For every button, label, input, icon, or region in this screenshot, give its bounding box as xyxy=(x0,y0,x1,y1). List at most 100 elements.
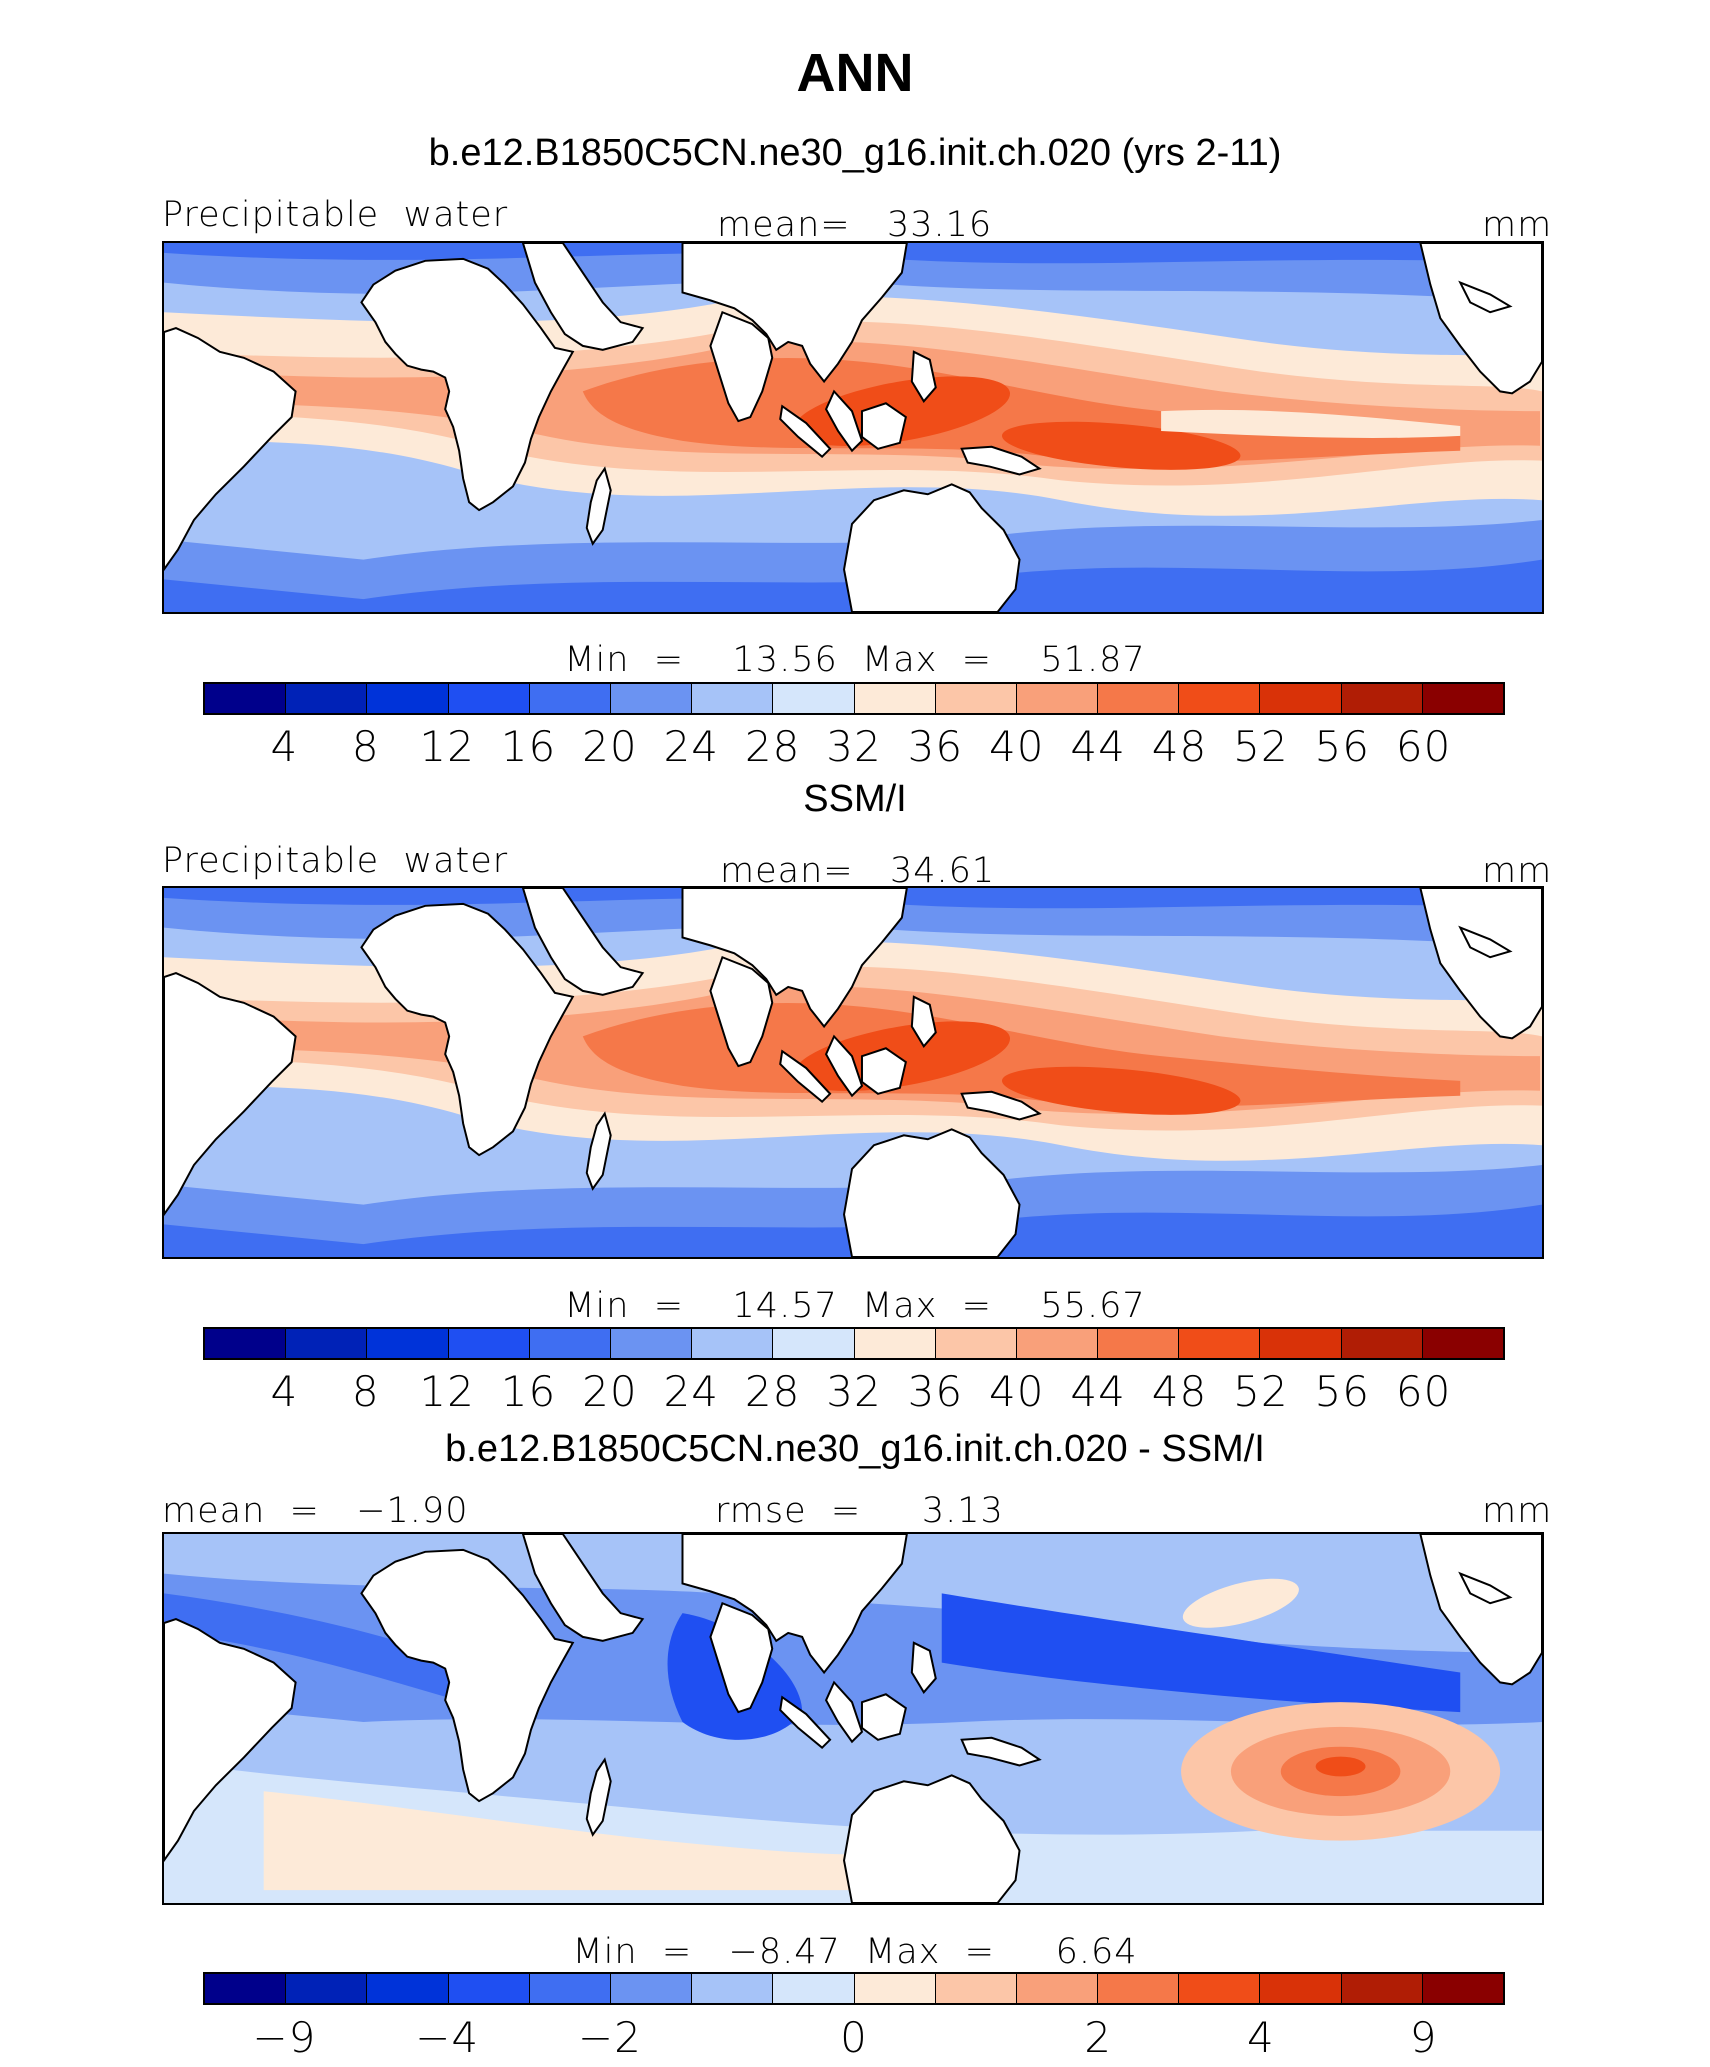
land-caribbean xyxy=(1458,1571,1513,1605)
land-australia xyxy=(843,1774,1021,1903)
land-arabia xyxy=(521,243,645,351)
land-samerica xyxy=(164,327,297,572)
colorbar-tick-label: 56 xyxy=(1314,722,1370,771)
map-svg xyxy=(164,888,1542,1257)
panel-2-mean-label: mean= 34.61 xyxy=(720,851,996,891)
colorbar-tick-label: 44 xyxy=(1070,1367,1126,1416)
field-warmpool-52b xyxy=(1002,421,1241,470)
colorbar-swatch xyxy=(692,1974,774,2003)
panel-2-minmax: Min = 14.57 Max = 55.67 xyxy=(564,1286,1146,1326)
field-neg-atlantic xyxy=(164,1593,523,1703)
colorbar-tick-label: 16 xyxy=(500,1367,557,1416)
colorbar-tick-label: 16 xyxy=(500,722,557,771)
figure-title: ANN xyxy=(796,43,914,103)
land-namerica xyxy=(1419,243,1542,395)
panel-3-rmse-label: rmse = 3.13 xyxy=(715,1491,1004,1531)
colorbar-swatch xyxy=(854,1329,936,1358)
colorbar-swatch xyxy=(692,684,774,713)
land-asia xyxy=(681,243,908,384)
colorbar-tick-label: 12 xyxy=(419,722,475,771)
colorbar-tick-label: 12 xyxy=(419,1367,475,1416)
colorbar-tick-label: 4 xyxy=(270,1367,299,1416)
panel-2-map xyxy=(162,886,1544,1259)
colorbar-swatch xyxy=(529,1974,611,2003)
colorbar-tick-label: 40 xyxy=(989,722,1045,771)
land-arabia xyxy=(521,1534,645,1642)
colorbar-tick-label: 24 xyxy=(663,722,719,771)
panel-3-mean-label: mean = −1.90 xyxy=(162,1491,469,1531)
land-arabia xyxy=(521,888,645,996)
colorbar-swatch xyxy=(205,1974,287,2003)
land-philippines xyxy=(910,350,937,403)
land-india xyxy=(709,1601,774,1714)
colorbar-swatch xyxy=(1098,684,1180,713)
colorbar-tick-label: 32 xyxy=(826,1367,882,1416)
land-seasia xyxy=(824,389,864,453)
colorbar-swatch xyxy=(1422,1974,1503,2003)
colorbar-tick-label: 48 xyxy=(1151,1367,1208,1416)
colorbar-swatch xyxy=(935,684,1017,713)
colorbar-swatch xyxy=(448,1329,530,1358)
map-svg xyxy=(164,243,1542,612)
land-newguinea xyxy=(960,445,1042,476)
panel-1-variable-label: Precipitable water xyxy=(162,195,509,235)
land-africa xyxy=(360,902,575,1157)
colorbar-tick-label: 4 xyxy=(1247,2013,1275,2062)
panel-2-title: SSM/I xyxy=(803,778,907,820)
colorbar-swatch xyxy=(1179,1974,1261,2003)
colorbar-swatch xyxy=(773,1329,855,1358)
colorbar-tick-label: 2 xyxy=(1084,2013,1112,2062)
land-sumatra xyxy=(779,1695,832,1750)
colorbar-swatch xyxy=(367,1974,449,2003)
land-caribbean xyxy=(1458,280,1513,314)
land-australia xyxy=(843,483,1021,612)
land-caribbean xyxy=(1458,925,1513,959)
colorbar-swatch xyxy=(1016,1329,1099,1358)
colorbar-swatch xyxy=(1260,1329,1342,1358)
panel-1-map xyxy=(162,241,1544,614)
field-south-pos xyxy=(263,1791,962,1891)
field-neg-pacific xyxy=(941,1593,1461,1713)
panel-1-title: b.e12.B1850C5CN.ne30_g16.init.ch.020 (yr… xyxy=(428,132,1282,174)
colorbar-swatch xyxy=(448,1974,530,2003)
colorbar-swatch xyxy=(1179,1329,1261,1358)
panel-3-title: b.e12.B1850C5CN.ne30_g16.init.ch.020 - S… xyxy=(445,1428,1265,1470)
colorbar-tick-label: 0 xyxy=(840,2013,868,2062)
colorbar-tick-label: 8 xyxy=(351,1367,380,1416)
colorbar-tick-label: 52 xyxy=(1233,722,1289,771)
colorbar-swatch xyxy=(1341,1329,1423,1358)
land-philippines xyxy=(910,995,937,1048)
panel-2-colorbar xyxy=(203,1327,1505,1360)
colorbar-tick-label: 60 xyxy=(1395,1367,1452,1416)
colorbar-swatch xyxy=(1341,684,1423,713)
colorbar-swatch xyxy=(773,1974,855,2003)
field-pos-npac xyxy=(1182,1578,1299,1628)
land-asia xyxy=(681,1534,908,1675)
colorbar-tick-label: 9 xyxy=(1409,2013,1438,2062)
colorbar-tick-label: −2 xyxy=(577,2013,642,2062)
land-africa xyxy=(360,257,575,512)
land-sumatra xyxy=(779,404,832,459)
land-sumatra xyxy=(779,1049,832,1104)
colorbar-swatch xyxy=(286,1974,368,2003)
map-svg xyxy=(164,1534,1542,1903)
land-samerica xyxy=(164,972,297,1217)
colorbar-tick-label: 4 xyxy=(270,722,299,771)
colorbar-tick-label: 28 xyxy=(744,1367,801,1416)
panel-3-units-label: mm xyxy=(1482,1491,1553,1531)
colorbar-swatch xyxy=(529,684,611,713)
colorbar-swatch xyxy=(610,1329,693,1358)
land-seasia xyxy=(824,1680,864,1744)
land-australia xyxy=(843,1128,1021,1257)
colorbar-swatch xyxy=(610,684,693,713)
panel-2-variable-label: Precipitable water xyxy=(162,841,509,881)
colorbar-tick-label: 32 xyxy=(826,722,882,771)
land-india xyxy=(709,310,774,423)
colorbar-tick-label: 40 xyxy=(989,1367,1045,1416)
colorbar-swatch xyxy=(286,1329,368,1358)
colorbar-swatch xyxy=(854,684,936,713)
colorbar-swatch xyxy=(205,684,287,713)
panel-1-colorbar xyxy=(203,682,1505,715)
land-namerica xyxy=(1419,888,1542,1040)
land-madagascar xyxy=(585,1757,612,1837)
